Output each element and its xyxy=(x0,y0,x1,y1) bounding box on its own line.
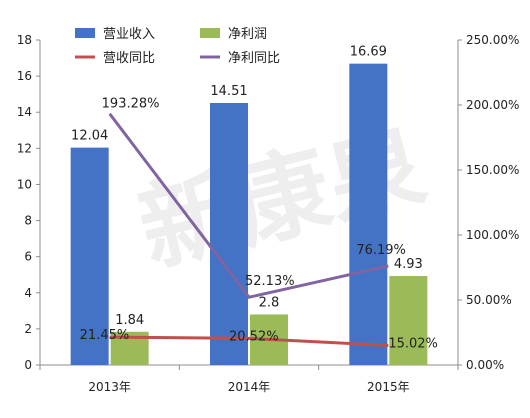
y-left-tick-label: 2 xyxy=(24,322,32,336)
y-right-tick-label: 0.00% xyxy=(466,358,504,372)
y-left-tick-label: 12 xyxy=(17,141,32,155)
legend-label: 营业收入 xyxy=(103,27,155,42)
y-left-tick-label: 6 xyxy=(24,250,32,264)
x-tick-label: 2015年 xyxy=(367,380,410,394)
y-left-tick-label: 10 xyxy=(17,177,32,191)
line-value-label: 193.28% xyxy=(102,97,160,112)
legend-swatch xyxy=(200,28,220,38)
bar-0-2 xyxy=(349,63,388,366)
y-left-tick-label: 16 xyxy=(17,69,32,83)
bar-0-1 xyxy=(210,103,248,365)
line-series-1 xyxy=(108,112,389,299)
legend-swatch xyxy=(75,28,95,38)
line-value-label: 20.52% xyxy=(229,329,279,344)
bar-value-label: 14.51 xyxy=(210,84,247,99)
bar-value-label: 16.69 xyxy=(350,45,387,60)
axes: 0 2 4 6 8 10 12 14 16 18 0.00% 50.00% 100.00% 150.00%… xyxy=(17,33,520,394)
legend-label: 营收同比 xyxy=(103,51,155,66)
x-tick-label: 2014年 xyxy=(228,380,271,394)
y-right-tick-label: 100.00% xyxy=(466,228,519,242)
legend-label: 净利润 xyxy=(228,27,267,42)
bar-0-0 xyxy=(70,147,109,365)
x-tick-label: 2013年 xyxy=(88,380,131,394)
y-left-tick-label: 18 xyxy=(17,33,32,47)
bar-1-2 xyxy=(389,275,428,365)
legend-label: 净利同比 xyxy=(228,51,280,66)
y-left-tick-label: 14 xyxy=(17,105,32,119)
y-right-tick-label: 150.00% xyxy=(466,163,519,177)
line-value-label: 15.02% xyxy=(388,336,438,351)
line-value-label: 21.45% xyxy=(80,328,130,343)
y-left-tick-label: 8 xyxy=(24,214,32,228)
data-labels: 12.04 14.51 16.69 1.84 2.8 4.93 21.45% 20.52% 15… xyxy=(71,45,438,352)
y-left-tick-label: 4 xyxy=(24,286,32,300)
bar-value-label: 4.93 xyxy=(394,257,423,272)
lines xyxy=(108,112,389,347)
y-right-tick-label: 250.00% xyxy=(466,33,519,47)
line-series-0 xyxy=(109,335,389,347)
bar-value-label: 12.04 xyxy=(71,129,108,144)
bar-value-label: 1.84 xyxy=(115,313,144,328)
y-right-tick-label: 50.00% xyxy=(466,293,512,307)
line-value-label: 52.13% xyxy=(245,274,295,289)
line-value-label: 76.19% xyxy=(356,243,406,258)
y-left-tick-label: 0 xyxy=(24,358,32,372)
y-right-tick-label: 200.00% xyxy=(466,98,519,112)
bar-value-label: 2.8 xyxy=(259,295,280,310)
